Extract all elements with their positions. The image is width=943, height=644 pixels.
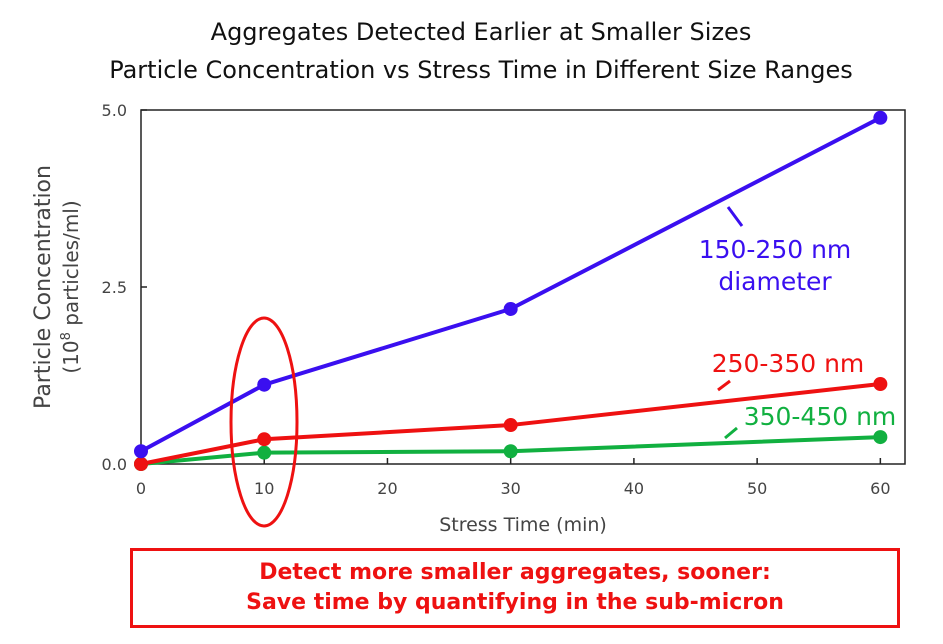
x-tick-label: 40	[624, 479, 644, 498]
series-label-250-350: 250-350 nm	[712, 349, 865, 378]
series-line	[140, 116, 882, 454]
x-axis-label: Stress Time (min)	[439, 514, 607, 536]
callout-line-1: Detect more smaller aggregates, sooner:	[259, 560, 771, 585]
chart-subtitle: Particle Concentration vs Stress Time in…	[109, 56, 853, 84]
chart-title: Aggregates Detected Earlier at Smaller S…	[211, 18, 752, 46]
x-tick-label: 60	[870, 479, 890, 498]
x-tick-label: 0	[136, 479, 146, 498]
y-tick-label: 2.5	[102, 278, 127, 297]
data-point	[257, 377, 272, 392]
data-point	[873, 430, 888, 445]
leader-line-350-450	[724, 426, 738, 440]
data-point	[503, 444, 518, 459]
series-label-150-250-line2: diameter	[718, 267, 832, 296]
series-line	[140, 435, 881, 466]
x-tick-label: 30	[500, 479, 520, 498]
series-label-150-250: 150-250 nm	[699, 235, 852, 264]
x-tick-label: 50	[747, 479, 767, 498]
data-point	[503, 418, 518, 433]
y-tick-label: 5.0	[102, 101, 127, 120]
data-point	[873, 110, 888, 125]
callout-box: Detect more smaller aggregates, sooner: …	[130, 548, 900, 628]
series-line	[140, 382, 881, 466]
y-tick-label: 0.0	[102, 455, 127, 474]
leader-line-150-250	[726, 206, 744, 227]
leader-line-250-350	[717, 379, 731, 392]
x-tick-label: 20	[377, 479, 397, 498]
series-label-350-450: 350-450 nm	[744, 402, 897, 431]
callout-line-2: Save time by quantifying in the sub-micr…	[246, 590, 784, 615]
data-point	[873, 376, 888, 391]
data-point	[134, 444, 148, 459]
x-tick-label: 10	[254, 479, 274, 498]
highlight-ellipse	[229, 316, 299, 528]
y-axis-label: Particle Concentration	[31, 165, 56, 409]
y-axis-units: (108 particles/ml)	[59, 200, 83, 373]
data-point	[134, 457, 148, 471]
data-point	[503, 301, 518, 316]
data-point	[257, 445, 272, 460]
data-point	[257, 432, 272, 447]
